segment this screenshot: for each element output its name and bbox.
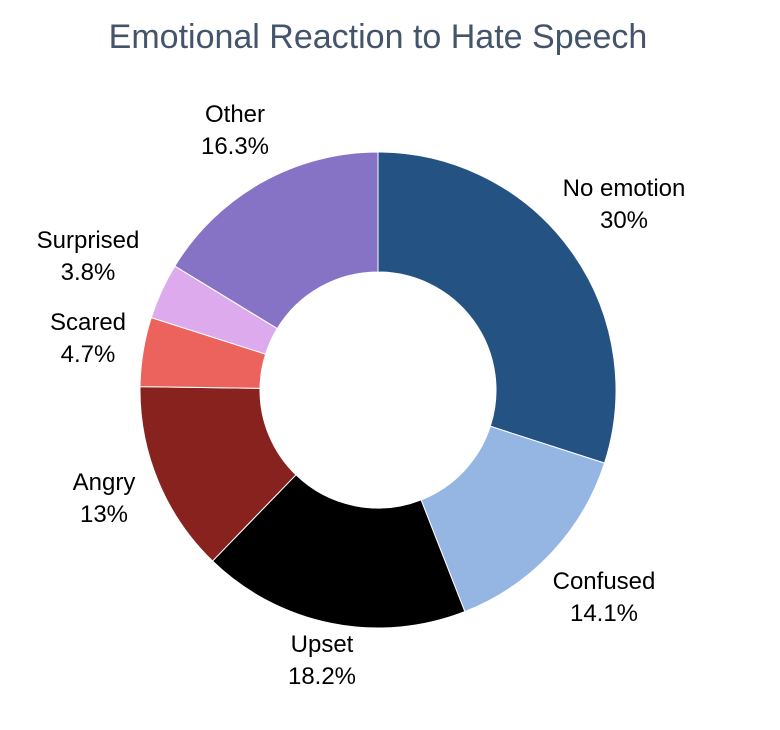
slice-value-upset: 18.2% [288,663,356,690]
donut-slices [139,151,617,629]
slice-angry [139,386,297,562]
slice-label-scared: Scared [50,309,126,336]
slice-value-scared: 4.7% [61,341,116,368]
slice-label-confused: Confused [553,568,656,595]
slice-value-surprised: 3.8% [61,259,116,286]
slice-upset [211,474,466,629]
chart-title: Emotional Reaction to Hate Speech [109,18,648,56]
slice-value-confused: 14.1% [570,600,638,627]
slice-labels: No emotion 30% Confused 14.1% Upset 18.2% Angr… [37,101,686,690]
slice-label-no-emotion: No emotion [563,175,686,202]
slice-value-other: 16.3% [201,133,269,160]
slice-label-other: Other [205,101,265,128]
slice-label-angry: Angry [73,469,136,496]
slice-label-upset: Upset [291,631,354,658]
slice-other [174,151,379,330]
slice-value-no-emotion: 30% [600,207,648,234]
slice-label-surprised: Surprised [37,227,140,254]
slice-no-emotion [377,151,617,464]
slice-value-angry: 13% [80,501,128,528]
slice-confused [420,425,606,613]
